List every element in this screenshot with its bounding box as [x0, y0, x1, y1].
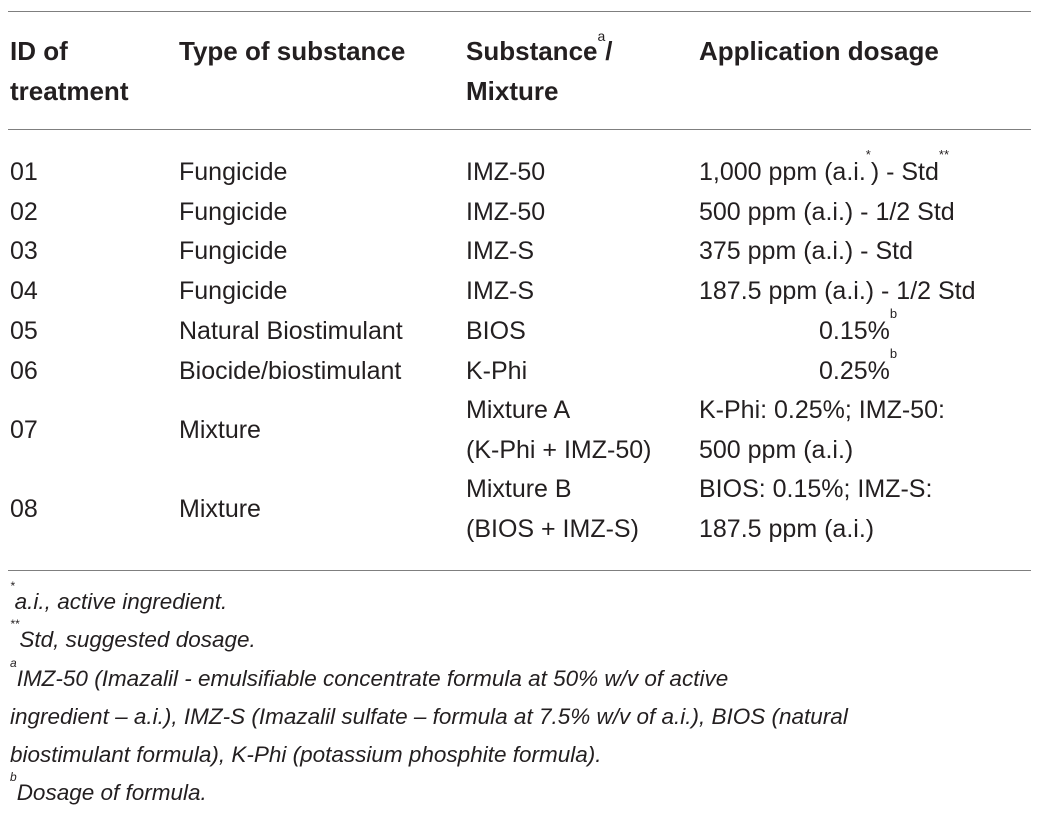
row-id: 07 — [10, 416, 38, 444]
row-substance: Mixture B (BIOS + IMZ-S) — [466, 469, 639, 549]
header-substance-line1: Substancea/ — [466, 28, 613, 71]
row-substance-line2: (BIOS + IMZ-S) — [466, 515, 639, 543]
table-bottom-rule — [8, 570, 1031, 571]
row-dosage: 0.15%b — [819, 307, 897, 351]
header-bottom-rule — [8, 129, 1031, 130]
row-dosage-line2: 500 ppm (a.i.) — [699, 436, 854, 464]
row-dosage: 187.5 ppm (a.i.) - 1/2 Std — [699, 277, 976, 305]
row-substance: IMZ-50 — [466, 158, 546, 186]
row-substance: IMZ-50 — [466, 198, 546, 226]
header-substance-text: Substance — [466, 36, 598, 66]
footnote-mark: * — [10, 579, 15, 593]
row-id: 03 — [10, 237, 38, 265]
row-substance-line1: Mixture B — [466, 475, 572, 503]
footnote-mark: ** — [10, 617, 20, 631]
footnote-ai: *a.i., active ingredient. — [10, 580, 228, 621]
row-type: Natural Biostimulant — [179, 317, 403, 345]
row-substance: Mixture A (K-Phi + IMZ-50) — [466, 390, 651, 470]
row-dosage: 375 ppm (a.i.) - Std — [699, 237, 913, 265]
row-id: 01 — [10, 158, 38, 186]
row-type: Fungicide — [179, 198, 288, 226]
row-substance-line1: Mixture A — [466, 396, 571, 424]
row-dosage: 500 ppm (a.i.) - 1/2 Std — [699, 198, 955, 226]
row-dosage-sup: ** — [938, 147, 950, 162]
header-substance: Substancea/ Mixture — [466, 28, 613, 111]
row-type: Fungicide — [179, 237, 288, 265]
row-dosage-line1: BIOS: 0.15%; IMZ-S: — [699, 475, 933, 503]
row-dosage-text: 0.15% — [819, 317, 890, 345]
header-type: Type of substance — [179, 36, 406, 66]
row-type: Biocide/biostimulant — [179, 357, 402, 385]
row-dosage: BIOS: 0.15%; IMZ-S: 187.5 ppm (a.i.) — [699, 469, 932, 549]
row-type: Fungicide — [179, 277, 288, 305]
header-id: ID of treatment — [10, 31, 128, 111]
row-dosage-text-mid: ) - Std — [870, 158, 939, 186]
row-substance: BIOS — [466, 317, 526, 345]
row-dosage-line2: 187.5 ppm (a.i.) — [699, 515, 875, 543]
row-dosage-text: 1,000 ppm (a.i. — [699, 158, 866, 186]
header-substance-sup: a — [597, 28, 606, 44]
footnote-text: a.i., active ingredient. — [14, 589, 228, 614]
row-dosage-sup: * — [865, 147, 871, 162]
footnote-dosage: bDosage of formula. — [10, 771, 207, 812]
table-top-rule — [8, 11, 1031, 12]
footnote-mark: b — [10, 770, 17, 784]
header-substance-slash: / — [605, 36, 613, 66]
row-dosage-text: 0.25% — [819, 357, 890, 385]
footnote-std: **Std, suggested dosage. — [10, 618, 256, 659]
footnote-mark: a — [10, 656, 17, 670]
header-id-line1: ID of — [10, 36, 68, 66]
footnote-substances-line3: biostimulant formula), K-Phi (potassium … — [10, 742, 602, 767]
row-id: 08 — [10, 495, 38, 523]
row-substance-line2: (K-Phi + IMZ-50) — [466, 436, 652, 464]
row-type: Fungicide — [179, 158, 288, 186]
footnote-text: IMZ-50 (Imazalil - emulsifiable concentr… — [16, 666, 729, 691]
footnote-substances: aIMZ-50 (Imazalil - emulsifiable concent… — [10, 657, 729, 698]
row-id: 04 — [10, 277, 38, 305]
row-substance: K-Phi — [466, 357, 528, 385]
row-dosage-line1: K-Phi: 0.25%; IMZ-50: — [699, 396, 945, 424]
footnote-substances-line2: ingredient – a.i.), IMZ-S (Imazalil sulf… — [10, 704, 848, 729]
footnote-text: Dosage of formula. — [16, 780, 207, 805]
row-substance: IMZ-S — [466, 237, 535, 265]
row-id: 02 — [10, 198, 38, 226]
row-dosage-sup: b — [889, 346, 898, 361]
row-id: 05 — [10, 317, 38, 345]
footnote-text: Std, suggested dosage. — [19, 627, 256, 652]
header-id-line2: treatment — [10, 76, 129, 106]
header-dosage: Application dosage — [699, 36, 939, 66]
row-dosage-sup: b — [889, 306, 898, 321]
header-substance-line2: Mixture — [466, 76, 559, 106]
row-substance: IMZ-S — [466, 277, 535, 305]
row-dosage: K-Phi: 0.25%; IMZ-50: 500 ppm (a.i.) — [699, 390, 945, 470]
row-id: 06 — [10, 357, 38, 385]
row-type: Mixture — [179, 495, 261, 523]
row-type: Mixture — [179, 416, 261, 444]
row-dosage: 0.25%b — [819, 347, 897, 391]
row-dosage: 1,000 ppm (a.i.*) - Std** — [699, 148, 949, 192]
